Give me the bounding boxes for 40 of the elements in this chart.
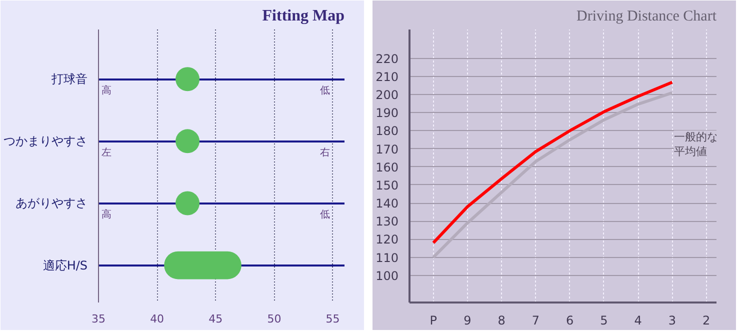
annotation: 高 xyxy=(102,84,112,96)
y-tick-label: 120 xyxy=(376,232,398,247)
x-tick-label: 5 xyxy=(600,314,608,328)
y-tick-label: 150 xyxy=(376,178,398,192)
x-tick-label: 35 xyxy=(92,312,106,326)
chart-title: Driving Distance Chart xyxy=(576,8,718,24)
x-tick-label: 45 xyxy=(208,312,223,326)
y-tick-label: 190 xyxy=(376,106,398,120)
y-tick-label: 110 xyxy=(376,250,398,265)
y-tick-label: 160 xyxy=(376,160,398,174)
x-tick-label: 3 xyxy=(668,314,676,328)
x-tick-label: 9 xyxy=(464,314,472,328)
x-tick-label: 7 xyxy=(532,314,540,328)
y-tick-label: 210 xyxy=(376,70,398,84)
y-tick-label: 打球音 xyxy=(50,72,88,86)
x-tick-label: 4 xyxy=(634,314,642,328)
annotation: 低 xyxy=(320,85,330,96)
x-tick-label: 6 xyxy=(566,314,574,328)
y-tick-label: 140 xyxy=(376,196,398,211)
y-tick-label: 200 xyxy=(376,88,398,102)
x-tick-label: 50 xyxy=(267,312,282,326)
annotation: 右 xyxy=(320,147,330,158)
x-tick-label: 40 xyxy=(150,312,164,326)
y-tick-label: 180 xyxy=(376,124,398,138)
annotation: 左 xyxy=(102,146,112,158)
chart-title: Fitting Map xyxy=(262,8,345,24)
annotation: 低 xyxy=(320,209,330,220)
annotation: 高 xyxy=(102,208,112,220)
x-tick-label: P xyxy=(430,314,438,328)
y-tick-label: 170 xyxy=(376,142,398,156)
y-tick-label: 220 xyxy=(376,52,398,66)
x-tick-label: 55 xyxy=(326,312,340,326)
y-tick-label: 適応H/S xyxy=(42,258,88,272)
x-tick-label: 8 xyxy=(498,314,506,328)
y-tick-label: 130 xyxy=(376,214,398,229)
y-tick-label: 100 xyxy=(376,268,398,283)
y-tick-label: あがりやすさ xyxy=(16,196,88,210)
x-tick-label: 2 xyxy=(702,314,710,328)
annotation: 一般的な平均値 xyxy=(674,130,718,158)
y-tick-label: つかまりやすさ xyxy=(4,134,88,148)
